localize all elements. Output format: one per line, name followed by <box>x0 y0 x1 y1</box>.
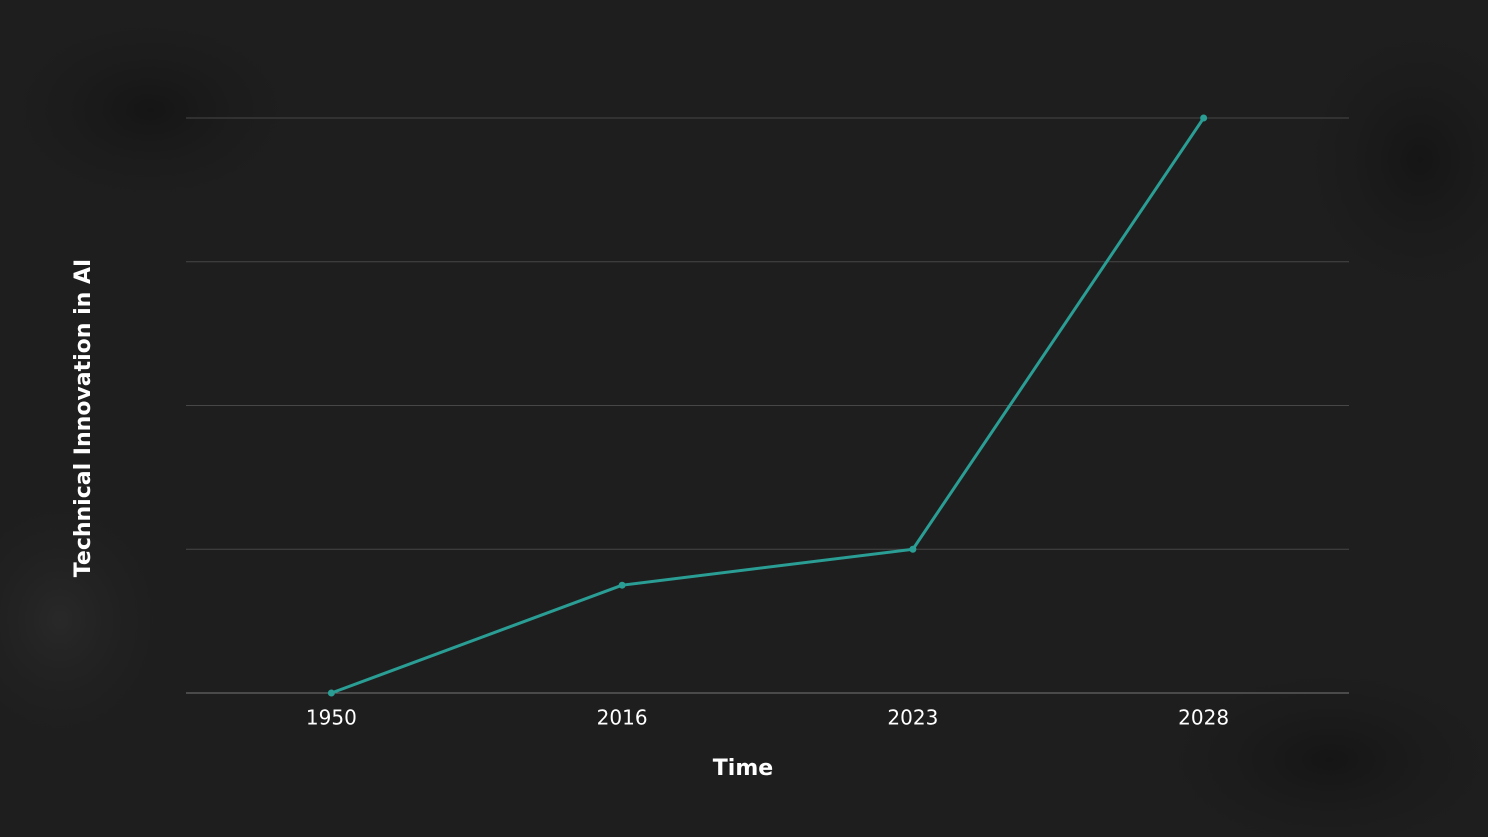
point <box>618 581 626 589</box>
point <box>909 545 917 553</box>
point <box>327 689 335 697</box>
vignette <box>1130 650 1488 837</box>
x-tick-label: 2023 <box>887 706 938 730</box>
point <box>1200 114 1208 122</box>
x-tick-label: 2016 <box>597 706 648 730</box>
x-axis-title: Time <box>713 756 773 781</box>
y-axis-title: Technical Innovation in AI <box>71 259 96 577</box>
vignette <box>1280 0 1488 320</box>
x-tick-label: 1950 <box>306 706 357 730</box>
vignette <box>0 0 320 220</box>
vignette <box>0 480 180 760</box>
x-tick-label: 2028 <box>1178 706 1229 730</box>
line <box>330 117 1205 695</box>
